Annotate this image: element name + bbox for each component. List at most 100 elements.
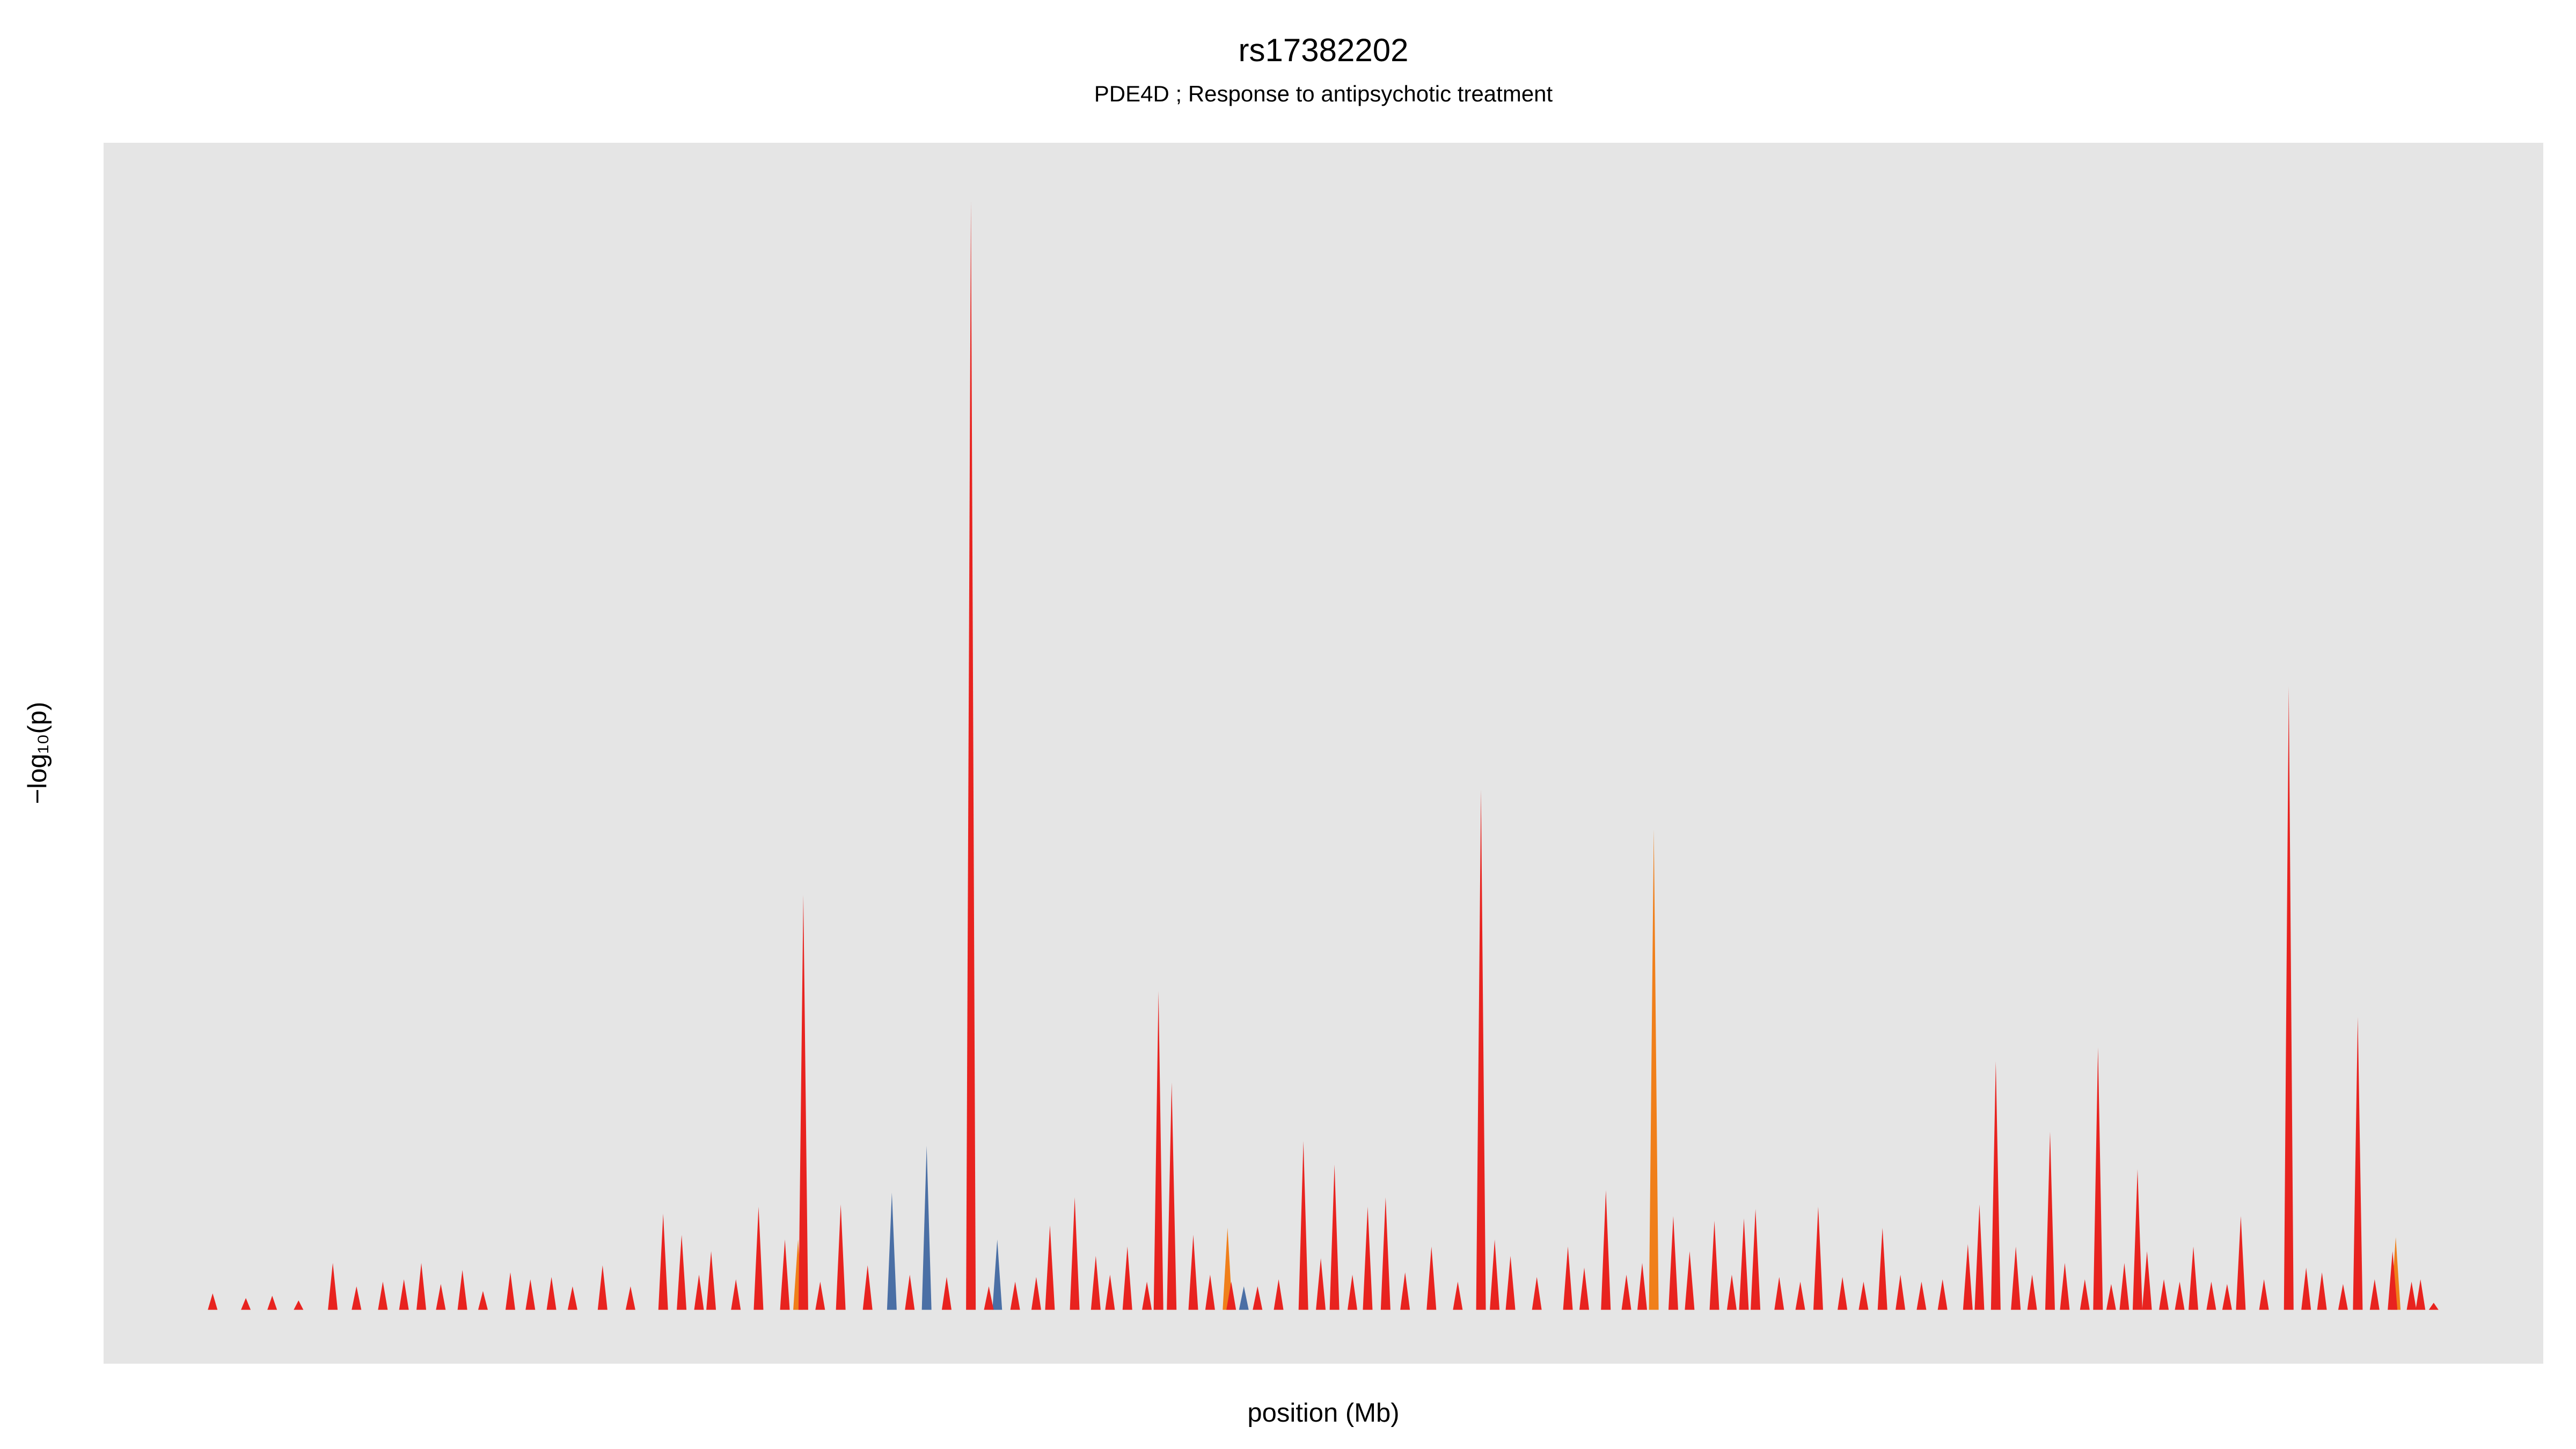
spike <box>1380 1197 1391 1310</box>
spike <box>1858 1282 1869 1310</box>
spike <box>1963 1244 1973 1310</box>
spike <box>1685 1251 1695 1310</box>
chart-subtitle: PDE4D ; Response to antipsychotic treatm… <box>1094 81 1553 106</box>
spike <box>1188 1234 1198 1310</box>
spike <box>2236 1216 2246 1310</box>
y-axis-label: −log₁₀(p) <box>23 702 52 804</box>
spike <box>241 1298 251 1310</box>
spike <box>2159 1279 2169 1310</box>
spike <box>597 1265 608 1310</box>
spike <box>546 1277 557 1310</box>
spike <box>1031 1277 1041 1310</box>
spike <box>1105 1275 1115 1310</box>
spike <box>1774 1277 1784 1310</box>
spike <box>1990 1061 2001 1310</box>
spike <box>478 1291 488 1310</box>
spike <box>1621 1275 1631 1310</box>
spike <box>992 1239 1002 1310</box>
spike <box>1476 789 1486 1310</box>
spike <box>2132 1169 2142 1310</box>
spike <box>2060 1263 2070 1310</box>
spike <box>2106 1284 2116 1310</box>
spike <box>1709 1220 1719 1310</box>
spike <box>1668 1216 1678 1310</box>
spike <box>921 1145 932 1310</box>
spike <box>836 1204 846 1310</box>
chart-title: rs17382202 <box>1239 32 1409 68</box>
spike <box>753 1206 764 1310</box>
marks <box>208 201 2439 1310</box>
spike <box>1010 1282 1020 1310</box>
spike <box>352 1286 362 1310</box>
spike <box>1298 1141 1308 1310</box>
spike <box>2189 1246 2199 1310</box>
spike <box>1490 1239 1500 1310</box>
spike <box>436 1284 446 1310</box>
spike <box>658 1213 668 1310</box>
spike <box>862 1265 873 1310</box>
spike <box>1274 1279 1284 1310</box>
spike <box>2428 1302 2439 1310</box>
spike <box>2142 1251 2152 1310</box>
spike <box>208 1293 218 1310</box>
spike <box>1329 1164 1340 1310</box>
spike <box>1239 1286 1249 1310</box>
spike <box>1532 1277 1542 1310</box>
spike <box>2080 1279 2090 1310</box>
spike <box>457 1270 467 1310</box>
spike <box>1453 1282 1463 1310</box>
x-axis-label: position (Mb) <box>1247 1399 1399 1428</box>
spike <box>1226 1282 1236 1310</box>
spike <box>1363 1206 1373 1310</box>
spike <box>1751 1209 1761 1310</box>
plot-panel <box>104 143 2543 1364</box>
spike <box>731 1279 741 1310</box>
spike <box>1045 1225 1055 1310</box>
spike <box>1579 1267 1590 1310</box>
spike <box>2259 1279 2269 1310</box>
spike <box>1637 1263 1648 1310</box>
spike <box>905 1275 915 1310</box>
spike <box>1726 1275 1737 1310</box>
spike <box>2206 1282 2216 1310</box>
spike <box>1505 1256 1516 1310</box>
spike <box>1205 1275 1215 1310</box>
spike <box>1916 1282 1927 1310</box>
spike <box>887 1192 897 1310</box>
spike <box>1937 1279 1948 1310</box>
spike <box>1253 1286 1263 1310</box>
spike <box>2301 1267 2311 1310</box>
spike <box>2388 1251 2398 1310</box>
spike <box>1974 1204 1985 1310</box>
spike <box>1813 1206 1823 1310</box>
spike <box>2093 1047 2103 1310</box>
spike <box>780 1239 790 1310</box>
spike <box>1400 1272 1410 1310</box>
spike <box>416 1263 427 1310</box>
spike <box>1601 1190 1611 1310</box>
spike <box>2119 1263 2129 1310</box>
spike <box>328 1263 338 1310</box>
spike <box>1795 1282 1805 1310</box>
spike <box>267 1296 277 1310</box>
spike <box>567 1286 577 1310</box>
spike <box>2353 1016 2363 1310</box>
spike <box>625 1286 635 1310</box>
spike <box>798 895 808 1310</box>
spike <box>378 1282 388 1310</box>
spike <box>966 201 976 1310</box>
spike <box>1153 991 1163 1310</box>
spike <box>1838 1277 1848 1310</box>
spike <box>1426 1246 1437 1310</box>
spike <box>1739 1218 1749 1310</box>
spike <box>2045 1131 2055 1310</box>
spike <box>706 1251 716 1310</box>
spike <box>525 1279 536 1310</box>
spike <box>2369 1279 2380 1310</box>
spike <box>294 1300 304 1310</box>
spike <box>2011 1246 2021 1310</box>
spike <box>2175 1282 2185 1310</box>
spike <box>1896 1275 1906 1310</box>
spike <box>1563 1246 1573 1310</box>
